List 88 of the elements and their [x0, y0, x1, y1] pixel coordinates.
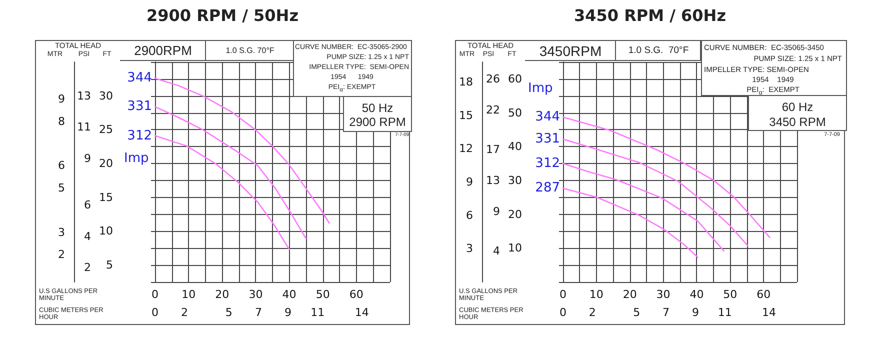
- y3-tick-label: 18: [458, 76, 473, 89]
- y2-tick-label: 26: [486, 72, 500, 86]
- series-label: 287: [535, 180, 560, 196]
- y2-tick-label: 9: [84, 152, 91, 165]
- x2-tick-label: 14: [762, 306, 776, 319]
- text: 1.0 S.G. 70°F: [224, 46, 276, 55]
- x2-tick-label: 14: [354, 306, 369, 319]
- chart-title: 3450 RPM / 60Hz: [572, 6, 728, 25]
- y-tick-label: 5: [106, 258, 113, 272]
- x2-tick-label: 9: [284, 306, 292, 319]
- y2-tick-label: 6: [84, 198, 91, 212]
- y2-tick-label: 13: [486, 174, 500, 188]
- x-tick-label: 20: [215, 288, 230, 301]
- x-tick-label: 50: [723, 288, 738, 301]
- y-tick-label: 60: [508, 72, 522, 86]
- x-tick-label: 40: [282, 288, 296, 301]
- y2-tick-label: 11: [77, 120, 91, 134]
- y3-tick-label: 15: [458, 108, 473, 122]
- x2-tick-label: 5: [225, 306, 232, 319]
- x-tick-label: 60: [756, 288, 771, 301]
- x-tick-label: 40: [690, 288, 704, 301]
- x2-tick-label: 5: [633, 306, 640, 319]
- y3-tick-label: 6: [466, 208, 473, 222]
- y3-tick-label: 5: [58, 181, 65, 194]
- y2-tick-label: 4: [492, 244, 500, 258]
- x2-tick-label: 11: [310, 306, 325, 319]
- x-tick-label: 0: [152, 288, 158, 301]
- x2-tick-label: 7: [254, 306, 262, 319]
- x-tick-label: 30: [656, 288, 670, 301]
- x2-tick-label: 0: [152, 306, 158, 319]
- series-label: 331: [127, 99, 152, 114]
- text: 1.0 S.G. 70°F: [627, 45, 690, 56]
- legend-title: Imp: [528, 81, 553, 96]
- line-series: [154, 106, 307, 240]
- y3-tick-label: 9: [466, 176, 473, 189]
- y-tick-label: 25: [99, 123, 113, 136]
- legend-title: Imp: [124, 151, 149, 166]
- y-tick-label: 30: [508, 174, 522, 187]
- series-label: 312: [535, 156, 560, 172]
- line-series: [562, 162, 724, 252]
- x2-tick-label: 7: [662, 306, 670, 319]
- x2-tick-label: 9: [692, 306, 699, 319]
- y3-tick-label: 2: [58, 248, 65, 261]
- x-tick-label: 50: [316, 288, 330, 301]
- series-label: 331: [535, 132, 560, 147]
- x2-tick-label: 0: [559, 306, 566, 319]
- series-label: 344: [535, 110, 560, 125]
- y-tick-label: 10: [508, 242, 522, 255]
- annotation: 3450 RPM: [768, 115, 827, 129]
- y-tick-label: 10: [99, 224, 113, 238]
- y3-tick-label: 8: [58, 114, 65, 128]
- x-tick-label: 0: [559, 288, 566, 301]
- line-series: [154, 135, 290, 250]
- y-tick-label: 20: [99, 157, 113, 170]
- y2-tick-label: 2: [84, 261, 91, 274]
- y-tick-label: 40: [508, 140, 522, 154]
- y2-tick-label: 13: [77, 89, 91, 102]
- y3-tick-label: 6: [58, 159, 65, 172]
- x-tick-label: 10: [589, 288, 604, 301]
- line-series: [562, 188, 698, 258]
- y2-tick-label: 4: [84, 230, 91, 243]
- x-tick-label: 20: [622, 288, 637, 301]
- y3-tick-label: 12: [458, 142, 473, 156]
- y-tick-label: 20: [508, 208, 522, 221]
- x2-tick-label: 2: [181, 306, 188, 319]
- y3-tick-label: 3: [58, 226, 65, 239]
- annotation: 50 Hz: [360, 101, 394, 115]
- x2-tick-label: 2: [588, 306, 596, 319]
- y-tick-label: 30: [99, 89, 113, 102]
- y3-tick-label: 3: [466, 242, 473, 256]
- x-tick-label: 30: [248, 288, 263, 301]
- y-tick-label: 15: [99, 190, 113, 204]
- line-series: [562, 116, 770, 238]
- x2-tick-label: 11: [718, 306, 732, 319]
- annotation: 2900 RPM: [348, 115, 407, 129]
- y2-tick-label: 9: [492, 205, 500, 218]
- series-label: 344: [127, 70, 152, 86]
- series-label: 312: [127, 128, 152, 144]
- annotation: 60 Hz: [780, 100, 814, 114]
- line-series: [154, 78, 330, 224]
- y-tick-label: 50: [508, 106, 522, 120]
- x-tick-label: 10: [182, 288, 196, 301]
- line-series: [562, 138, 749, 246]
- y2-tick-label: 17: [486, 142, 500, 156]
- y2-tick-label: 22: [486, 104, 500, 117]
- chart-title: 2900 RPM / 50Hz: [145, 6, 300, 25]
- y3-tick-label: 9: [58, 92, 65, 106]
- x-tick-label: 60: [349, 288, 364, 301]
